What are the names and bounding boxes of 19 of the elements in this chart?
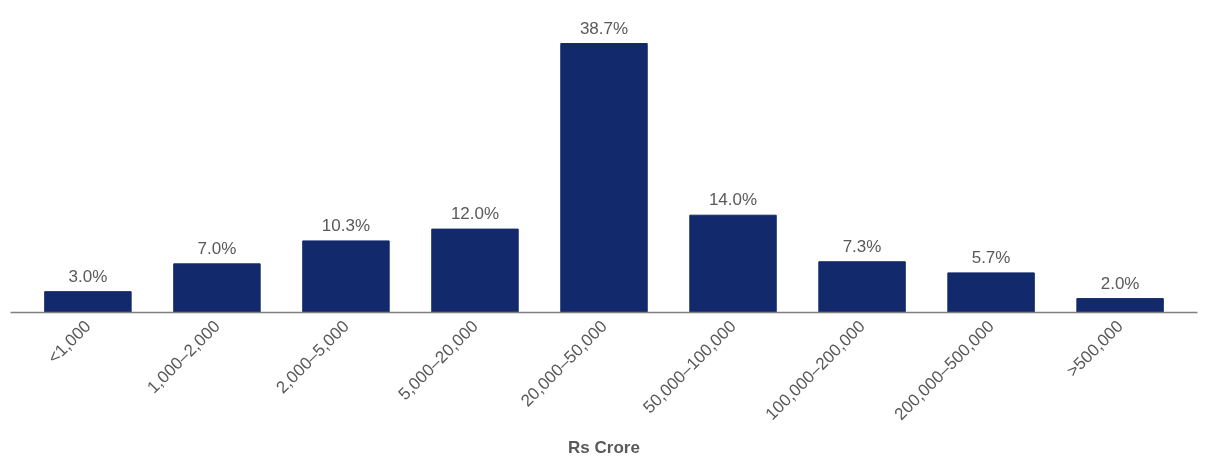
data-label: 2.0%: [1100, 273, 1140, 293]
bar: [173, 263, 261, 313]
bar: [302, 240, 390, 313]
bar: [44, 291, 132, 313]
x-axis-title: Rs Crore: [568, 437, 640, 457]
data-label: 38.7%: [579, 18, 629, 38]
data-label: 14.0%: [708, 190, 758, 210]
bar: [1076, 298, 1164, 313]
bar: [689, 214, 777, 313]
bar: [431, 228, 519, 313]
bar: [947, 272, 1035, 313]
data-label: 7.3%: [842, 236, 882, 256]
data-label: 10.3%: [321, 215, 371, 235]
data-label: 3.0%: [68, 266, 108, 286]
data-label: 5.7%: [971, 247, 1011, 267]
data-label: 7.0%: [197, 238, 237, 258]
bar: [818, 261, 906, 313]
data-label: 12.0%: [450, 204, 500, 224]
bar: [560, 43, 648, 313]
